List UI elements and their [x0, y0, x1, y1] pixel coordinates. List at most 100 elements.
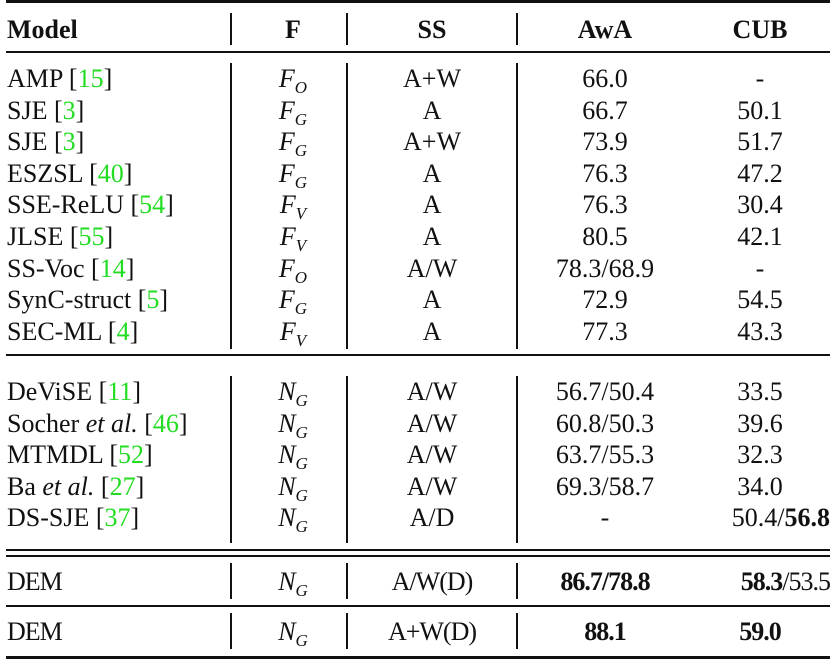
citation-link[interactable]: 54	[139, 190, 166, 220]
feature-base: N	[278, 408, 296, 438]
feature-type: NG	[235, 376, 351, 416]
col-divider	[346, 63, 348, 349]
semantic-space: A+W	[403, 64, 461, 93]
model-label: SEC-ML	[7, 316, 102, 346]
feature-type: NG	[235, 408, 351, 448]
awa-value: 66.7	[582, 95, 628, 125]
table-header-row: Model F SS AwA CUB	[0, 14, 835, 45]
table-row: DS-SJE [37] NG A/D - 50.4/56.8	[0, 502, 835, 536]
citation-link[interactable]: 4	[116, 316, 130, 346]
feature-base: N	[278, 617, 296, 646]
feature-type: FV	[235, 189, 351, 229]
table-row: Ba et al. [27] NG A/W 69.3/58.7 34.0	[0, 471, 835, 505]
model-name: DEM	[7, 617, 63, 646]
col-divider	[230, 63, 232, 349]
model-name: SynC-struct [5]	[7, 285, 169, 315]
table-row: ESZSL [40] FG A 76.3 47.2	[0, 158, 835, 192]
col-divider	[516, 13, 518, 45]
awa-value: 72.9	[582, 285, 628, 315]
citation-link[interactable]: 55	[78, 222, 105, 251]
feature-sub: V	[295, 330, 307, 350]
dem-separator-rule	[6, 605, 830, 607]
table-row: SSE-ReLU [54] FV A 76.3 30.4	[0, 189, 835, 223]
semantic-space: A/W	[406, 253, 458, 283]
feature-type: FO	[235, 63, 351, 103]
bottom-rule	[6, 656, 830, 659]
model-label: Ba	[7, 471, 43, 501]
feature-type: NG	[235, 616, 351, 656]
model-label: Socher	[7, 408, 86, 438]
cub-plain: 50.4/	[731, 503, 785, 533]
model-label-italic: et al.	[42, 471, 95, 501]
semantic-space: A	[422, 316, 442, 346]
model-label: SS-Voc	[7, 253, 85, 283]
feature-sub: O	[294, 267, 308, 287]
citation-link[interactable]: 52	[117, 440, 144, 470]
citation-link[interactable]: 3	[62, 127, 76, 157]
awa-value: 76.3	[582, 158, 628, 188]
header-cub: CUB	[732, 15, 788, 44]
feature-type: NG	[235, 439, 351, 479]
header-ss: SS	[417, 15, 447, 44]
cub-value: 42.1	[737, 222, 783, 251]
semantic-space: A/W(D)	[391, 567, 474, 596]
cub-value: 30.4	[737, 190, 783, 220]
table-row: JLSE [55] FV A 80.5 42.1	[0, 221, 835, 255]
header-awa: AwA	[577, 15, 633, 44]
table-row: SJE [3] FG A+W 73.9 51.7	[0, 126, 835, 161]
citation-link[interactable]: 15	[77, 64, 104, 93]
citation-link[interactable]: 11	[107, 377, 133, 406]
cub-value: 34.0	[737, 471, 783, 501]
awa-value: 78.3/68.9	[555, 253, 655, 283]
cub-bold: 56.8	[784, 503, 831, 533]
feature-type: NG	[235, 471, 351, 511]
model-name: SJE [3]	[7, 95, 85, 125]
cub-value: 50.4/56.8	[690, 502, 830, 533]
model-name: SS-Voc [14]	[7, 253, 135, 283]
model-label: ESZSL	[7, 158, 83, 188]
awa-value: 76.3	[582, 190, 628, 220]
cub-value: 54.5	[737, 285, 783, 315]
feature-base: F	[278, 253, 295, 283]
table-row: DeViSE [11] NG A/W 56.7/50.4 33.5	[0, 376, 835, 410]
cub-value: -	[755, 253, 765, 283]
header-model: Model	[7, 15, 78, 44]
model-name: Ba et al. [27]	[7, 471, 145, 501]
cub-value: 47.2	[737, 158, 783, 188]
model-name: DS-SJE [37]	[7, 503, 140, 533]
table-row: MTMDL [52] NG A/W 63.7/55.3 32.3	[0, 439, 835, 473]
col-divider	[230, 13, 232, 45]
feature-sub: G	[295, 454, 308, 474]
table-row-dem-1: DEM NG A/W(D) 86.7/78.8 58.3/53.5	[0, 566, 835, 600]
awa-value: 63.7/55.3	[555, 440, 655, 470]
feature-base: N	[278, 471, 296, 501]
feature-base: N	[278, 503, 296, 533]
model-label: DS-SJE	[7, 503, 90, 533]
cub-value: -	[755, 64, 765, 93]
cub-plain: /53.5	[782, 567, 831, 596]
cub-value: 32.3	[737, 440, 783, 470]
citation-link[interactable]: 14	[99, 253, 126, 283]
semantic-space: A/W	[406, 408, 458, 438]
col-divider	[346, 563, 348, 599]
table-row: AMP [15] FO A+W 66.0 -	[0, 63, 835, 97]
model-name: ESZSL [40]	[7, 158, 133, 188]
citation-link[interactable]: 27	[109, 471, 136, 501]
feature-type: FV	[235, 221, 351, 261]
model-label: DeViSE	[7, 377, 93, 406]
cub-value: 33.5	[737, 377, 783, 406]
feature-sub: G	[294, 141, 308, 161]
feature-type: FO	[235, 253, 351, 293]
citation-link[interactable]: 3	[62, 95, 76, 125]
model-name: SJE [3]	[7, 127, 85, 157]
group-separator-rule	[6, 354, 830, 356]
feature-type: FG	[235, 158, 351, 198]
cub-bold: 58.3	[740, 567, 783, 596]
citation-link[interactable]: 37	[104, 503, 131, 533]
model-label-italic: et al.	[85, 408, 138, 438]
feature-base: F	[278, 285, 295, 315]
citation-link[interactable]: 5	[146, 285, 160, 315]
citation-link[interactable]: 40	[97, 158, 124, 188]
table-row: SJE [3] FG A 66.7 50.1	[0, 95, 835, 129]
citation-link[interactable]: 46	[152, 408, 179, 438]
